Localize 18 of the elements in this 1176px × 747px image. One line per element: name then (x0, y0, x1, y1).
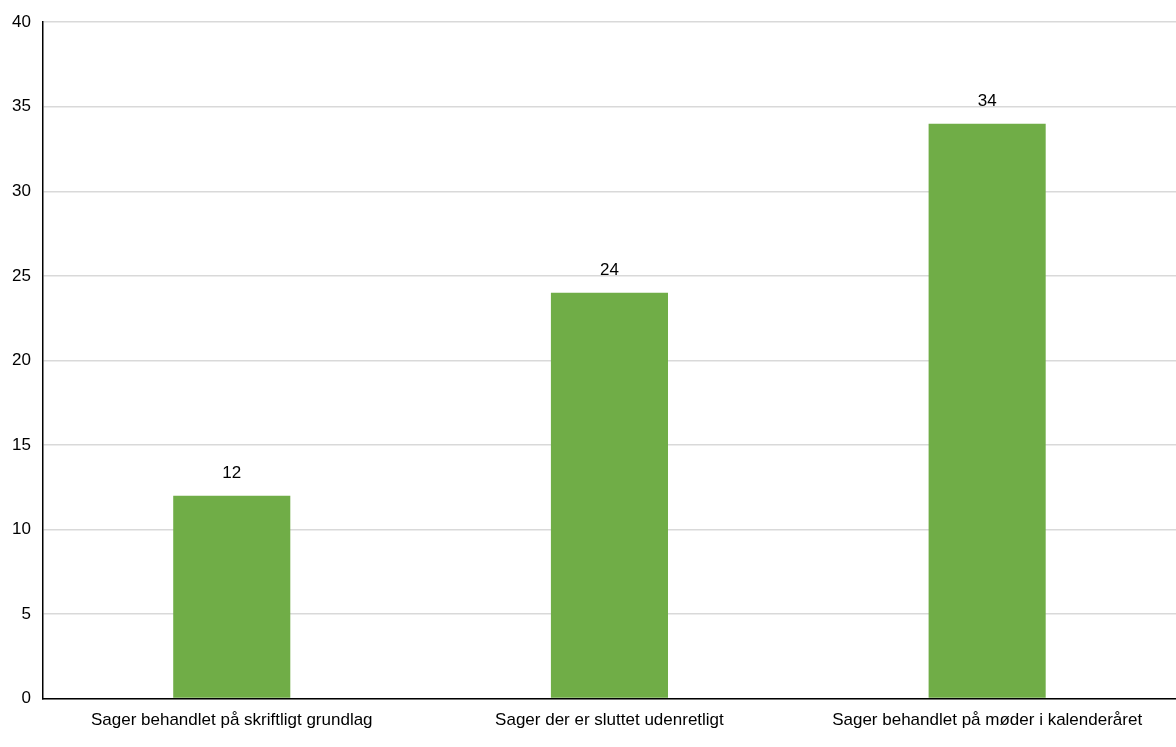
y-tick-label: 30 (11, 180, 31, 200)
y-tick-label: 35 (11, 96, 31, 116)
data-label: 24 (599, 259, 619, 279)
x-tick-label: Sager behandlet på skriftligt grundlag (90, 710, 373, 730)
y-tick-label: 10 (11, 519, 31, 539)
data-label: 34 (977, 90, 997, 110)
y-tick-label: 25 (11, 265, 31, 285)
y-tick-label: 15 (11, 434, 31, 454)
x-tick-label: Sager der er sluttet udenretligt (495, 710, 725, 730)
data-label: 12 (222, 462, 242, 482)
y-tick-label: 20 (11, 350, 31, 370)
y-tick-label: 5 (21, 603, 31, 623)
bar (928, 123, 1046, 698)
bar (550, 292, 668, 698)
x-tick-label: Sager behandlet på møder i kalenderåret (832, 710, 1143, 730)
y-tick-label: 40 (11, 11, 31, 31)
bar (173, 495, 291, 698)
y-tick-label: 0 (21, 688, 31, 708)
